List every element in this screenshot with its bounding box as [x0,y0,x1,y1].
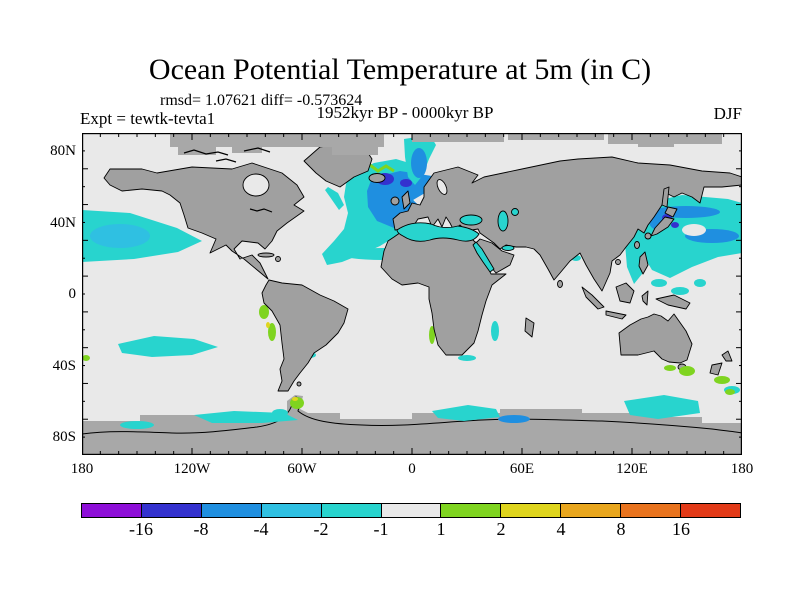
hispaniola [275,256,281,262]
sri-lanka [557,280,563,288]
landmasses [103,142,743,392]
mediterranean-sea [396,222,480,242]
philippines [638,251,649,275]
colorbar-label: 2 [496,519,506,539]
colorbar-label: 16 [672,519,690,539]
map-panel [81,132,743,456]
stats-line: rmsd= 1.07621 diff= -0.573624 [160,92,363,109]
colorbar-segment [140,504,201,517]
colorbar-segment [500,504,561,517]
colorbar-segment [620,504,681,517]
y-tick-0: 0 [68,286,77,302]
map-frame [81,132,743,456]
world-map [81,132,743,456]
colorbar-label: -2 [313,519,329,539]
colorbar-segment [260,504,321,517]
aral-sea [511,208,519,216]
new-guinea [655,294,691,310]
colorbar-segment [200,504,261,517]
great-lakes [249,208,273,213]
x-tick-60E: 60E [509,461,535,477]
java [605,310,627,320]
sulawesi [641,290,649,306]
falklands [296,381,302,387]
madagascar [524,317,535,338]
y-tick-80N: 80N [50,143,76,159]
ireland [390,196,400,206]
colorbar-label: -16 [129,519,153,539]
x-tick-120W: 120W [173,461,211,477]
colorbar-label: 8 [616,519,626,539]
period-line: 1952kyr BP - 0000kyr BP [316,103,494,122]
black-sea [459,214,483,226]
arctic-mask [170,133,722,163]
plot-title: Ocean Potential Temperature at 5m (in C) [148,53,652,86]
colorbar [81,503,741,518]
experiment-label: Expt = tewtk-tevta1 [80,109,216,128]
iceland [368,173,386,183]
x-tick-180E: 180 [730,461,754,477]
colorbar-segment [440,504,501,517]
canadian-archipelago [183,149,229,156]
colorbar-segment [320,504,381,517]
hokkaido [664,206,678,218]
sumatra [581,286,605,310]
honshu [650,216,675,237]
inland-seas [242,173,519,273]
colorbar-label: -1 [373,519,389,539]
kyushu [644,232,652,240]
cuba [257,252,275,258]
x-tick-120E: 120E [616,461,648,477]
colorbar-segment [380,504,441,517]
colorbar-segment [560,504,621,517]
southern-ocean-patches [82,355,740,429]
antarctica [81,395,743,455]
colorbar-segment [82,504,141,517]
colorbar-label: 4 [556,519,566,539]
taiwan [634,241,640,249]
britain [401,190,411,210]
new-zealand-south [709,362,723,376]
caspian-sea [497,210,509,232]
new-zealand-north [721,350,733,362]
y-tick-40N: 40N [50,215,76,231]
borneo [615,282,635,304]
colorbar-segment [680,504,740,517]
x-tick-60W: 60W [287,461,317,477]
colorbar-label: -4 [253,519,269,539]
south-america [261,279,349,392]
x-tick-180W: 180 [70,461,94,477]
x-tick-0: 0 [408,461,416,477]
hudson-bay [242,173,270,197]
colorbar-label: 1 [436,519,446,539]
australia [618,313,693,364]
y-tick-40S: 40S [52,358,76,374]
antarctic-coastline [81,396,743,435]
season-label: DJF [713,104,742,123]
red-sea [472,241,495,273]
hainan [615,259,621,265]
colorbar-label: -8 [193,519,209,539]
y-tick-80S: 80S [52,429,76,445]
baltic-sea [436,179,448,195]
sakhalin [661,186,670,208]
persian-gulf [501,245,515,251]
